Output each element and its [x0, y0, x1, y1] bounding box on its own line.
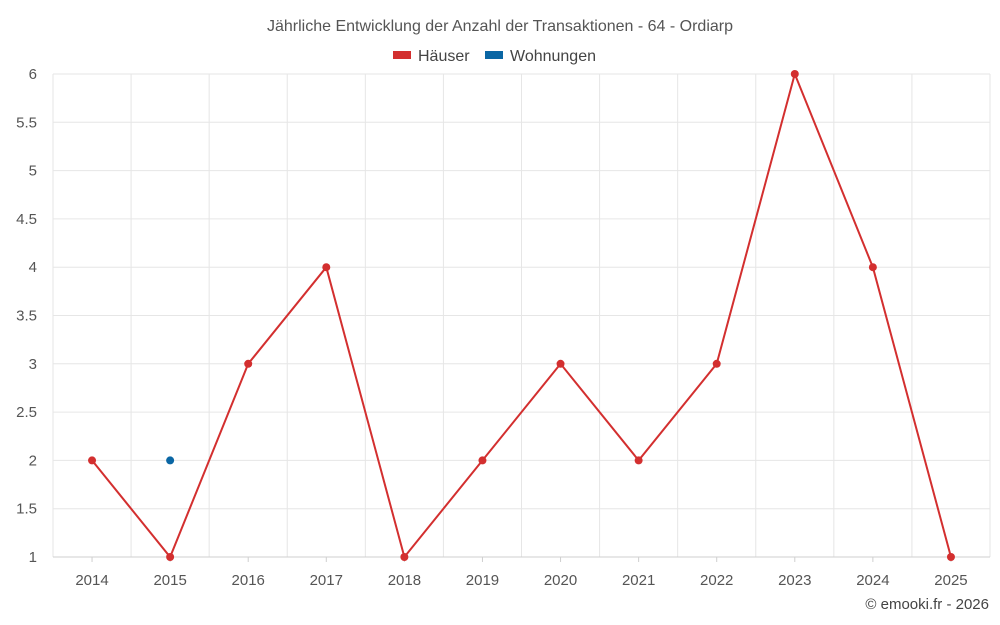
y-tick-label: 1.5	[16, 501, 37, 518]
data-point[interactable]	[946, 553, 955, 561]
legend-item-wohnungen[interactable]: Wohnungen	[485, 48, 596, 65]
y-tick-label: 5.5	[16, 114, 37, 131]
x-tick-label: 2019	[466, 572, 499, 589]
legend-swatch-wohnungen	[485, 51, 503, 59]
data-point[interactable]	[556, 359, 565, 368]
x-axis: 2014 2015 2016 2017 2018 2019 2020 2021 2022 2023…	[53, 556, 990, 589]
data-point[interactable]	[790, 70, 799, 78]
y-tick-label: 3	[29, 356, 37, 373]
x-tick-label: 2024	[856, 572, 889, 589]
data-point[interactable]	[166, 553, 175, 561]
grid	[52, 73, 991, 558]
y-tick-label: 2.5	[16, 404, 37, 421]
legend-item-haeuser[interactable]: Häuser	[393, 48, 470, 65]
data-point[interactable]	[634, 456, 643, 465]
series-0	[88, 70, 955, 561]
y-tick-label: 5	[29, 163, 37, 180]
x-tick-label: 2021	[622, 572, 655, 589]
legend-label-wohnungen: Wohnungen	[510, 48, 596, 65]
credit-text: © emooki.fr - 2026	[865, 596, 989, 613]
data-point[interactable]	[244, 359, 253, 368]
data-point[interactable]	[712, 359, 721, 368]
x-tick-label: 2023	[778, 572, 811, 589]
y-tick-label: 4.5	[16, 211, 37, 228]
x-tick-label: 2018	[388, 572, 421, 589]
data-point[interactable]	[322, 263, 331, 272]
y-tick-label: 2	[29, 452, 37, 469]
y-tick-label: 3.5	[16, 308, 37, 325]
y-tick-label: 4	[29, 259, 37, 276]
x-tick-label: 2014	[75, 572, 108, 589]
data-point[interactable]	[868, 263, 877, 272]
x-tick-label: 2017	[310, 572, 343, 589]
series-line	[91, 70, 952, 560]
x-tick-label: 2020	[544, 572, 577, 589]
legend: Häuser Wohnungen	[393, 48, 596, 65]
data-point[interactable]	[400, 553, 409, 561]
y-tick-label: 6	[29, 66, 37, 83]
data-point[interactable]	[478, 456, 487, 465]
chart-title: Jährliche Entwicklung der Anzahl der Tra…	[267, 18, 733, 35]
x-tick-label: 2022	[700, 572, 733, 589]
series-1	[166, 456, 175, 465]
y-axis: 1 1.5 2 2.5 3 3.5 4 4.5 5 5.5 6	[16, 66, 37, 566]
legend-label-haeuser: Häuser	[418, 48, 470, 65]
x-tick-label: 2025	[934, 572, 967, 589]
data-point[interactable]	[88, 456, 97, 465]
legend-swatch-haeuser	[393, 51, 411, 59]
data-point[interactable]	[166, 456, 175, 465]
y-tick-label: 1	[29, 549, 37, 566]
series	[88, 70, 955, 561]
x-tick-label: 2015	[153, 572, 186, 589]
x-tick-label: 2016	[232, 572, 265, 589]
